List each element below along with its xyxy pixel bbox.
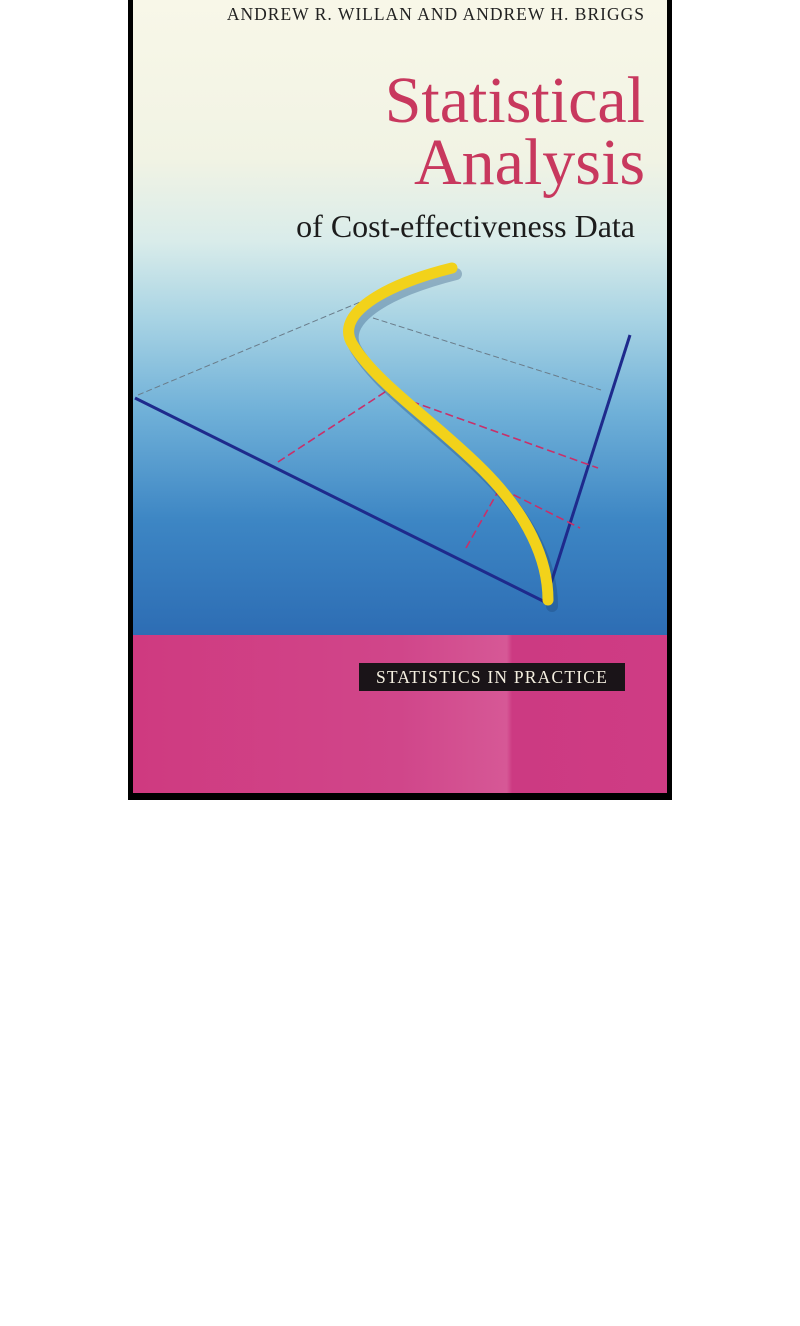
publisher-name: WILEY <box>219 1295 315 1325</box>
title-line-2: Analysis <box>414 126 645 199</box>
pink-dashed-line <box>277 391 599 469</box>
wiley-logo-icon: ♆ <box>191 1297 217 1324</box>
cover-illustration: ANDREW R. WILLAN AND ANDREW H. BRIGGS St… <box>133 0 667 635</box>
axis-line <box>543 334 632 603</box>
axis-line <box>134 396 546 604</box>
cost-effectiveness-diagram <box>134 262 632 612</box>
title-line-1: Statistical <box>384 64 645 137</box>
gray-dashed-line <box>372 317 602 391</box>
yellow-curve <box>343 262 554 606</box>
publisher-logo: ♆ WILEY <box>191 1295 315 1326</box>
gray-dashed-line <box>137 299 366 396</box>
book-cover: ANDREW R. WILLAN AND ANDREW H. BRIGGS St… <box>128 0 672 1325</box>
subtitle: of Cost-effectiveness Data <box>296 208 635 244</box>
publisher-band: ♆ WILEY <box>133 635 667 1325</box>
series-label: STATISTICS IN PRACTICE <box>359 663 625 691</box>
authors: ANDREW R. WILLAN AND ANDREW H. BRIGGS <box>226 4 645 24</box>
